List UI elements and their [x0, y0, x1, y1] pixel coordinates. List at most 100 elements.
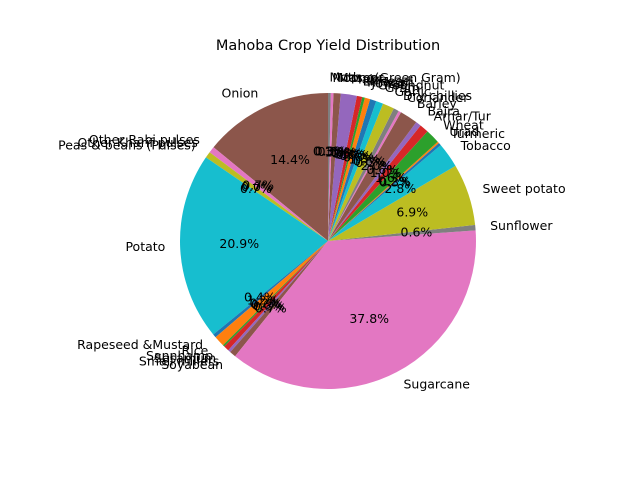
slice-percent-small-millets: 0.3% — [253, 299, 285, 314]
slice-percent-rapeseed-mustard: 0.4% — [244, 289, 276, 304]
slice-label-garlic: Garlic — [394, 84, 430, 99]
slice-percent-sunflower: 0.6% — [401, 224, 433, 239]
slice-percent-sesamum: 0.6% — [251, 297, 283, 312]
slice-percent-peas-beans-pulses: 0.7% — [240, 181, 272, 196]
slice-percent-moong-green-gram: 0.3% — [315, 144, 347, 159]
slice-linseed — [328, 95, 363, 241]
slice-percent-rice: 1.2% — [247, 293, 279, 308]
slice-label-dry-chillies: Dry chillies — [403, 88, 472, 103]
slice-urad — [328, 141, 439, 241]
pie-slices — [179, 93, 476, 390]
slice-label-sunflower: Sunflower — [490, 218, 553, 233]
slice-soyabean — [230, 241, 328, 357]
slice-percent-groundnut: 0.7% — [339, 148, 371, 163]
slice-label-sweet-potato: Sweet potato — [482, 181, 565, 196]
slice-masoor — [328, 93, 341, 241]
slice-percent-khesari: 0.3% — [333, 146, 365, 161]
slice-percent-other-rabi-pulses: 0.7% — [242, 178, 274, 193]
slice-label-moth: Moth — [329, 70, 360, 85]
slice-label-onion: Onion — [222, 85, 259, 100]
slice-label-small-millets: Small millets — [139, 354, 219, 369]
slice-sugarcane — [235, 230, 476, 390]
slice-label-gram: Gram — [385, 80, 420, 95]
slice-percent-masoor: 0.8% — [318, 144, 350, 159]
slice-label-maize: Maize — [351, 71, 387, 86]
slice-label-sesamum: Sesamum — [154, 351, 216, 366]
slice-turmeric — [328, 143, 441, 241]
slice-percent-garlic: 1.3% — [348, 151, 380, 166]
slice-label-potato: Potato — [125, 239, 165, 254]
slice-small-millets — [228, 241, 328, 353]
slice-wheat — [328, 131, 438, 241]
slice-label-other-kharif-pulses: Other Kharif pulses — [77, 135, 197, 150]
slice-tobacco — [328, 145, 456, 241]
slice-arhar-tur — [328, 125, 428, 241]
slice-label-jowar: Jowar — [370, 76, 406, 91]
slice-label-moong-green-gram: Moong(Green Gram) — [332, 70, 460, 85]
slice-moong-green-gram — [328, 93, 334, 242]
slice-percent-potato: 20.9% — [219, 236, 259, 251]
slice-label-sannhamp: Sannhamp — [146, 348, 213, 363]
slice-khesari — [328, 97, 365, 241]
slice-onion — [213, 93, 328, 241]
slice-label-soyabean: Soyabean — [161, 357, 223, 372]
slice-rapeseed-mustard — [213, 241, 328, 338]
slice-percent-turmeric: 0.3% — [379, 174, 411, 189]
slice-percent-sweet-potato: 6.9% — [396, 204, 428, 219]
slice-label-tobacco: Tobacco — [460, 138, 511, 153]
slice-percent-other-kharif-pulses: 0.0% — [241, 179, 273, 194]
slice-percent-sugarcane: 37.8% — [349, 311, 389, 326]
slice-label-khesari: Khesari — [367, 74, 414, 89]
slice-percent-barley: 2.0% — [361, 158, 393, 173]
slice-coriander — [328, 110, 402, 241]
slice-label-rapeseed-mustard: Rapeseed &Mustard — [77, 337, 203, 352]
slice-label-groundnut: Groundnut — [378, 77, 445, 92]
slice-percent-maize: 1.8% — [325, 145, 357, 160]
slice-percent-arhar-tur: 1.0% — [370, 165, 402, 180]
slice-sunflower — [328, 224, 476, 241]
slice-percent-linseed: 0.6% — [331, 146, 363, 161]
slice-label-other-rabi-pulses: Other Rabi pulses — [89, 132, 200, 147]
slice-label-barley: Barley — [417, 96, 458, 111]
slice-percent-onion: 14.4% — [270, 152, 310, 167]
slice-label-wheat: Wheat — [443, 117, 484, 132]
slice-percent-sannhamp: 0.2% — [249, 295, 281, 310]
pie-percent-labels: 14.4%0.7%0.0%0.7%20.9%0.4%1.2%0.2%0.6%0.… — [219, 144, 432, 326]
slice-percent-tobacco: 2.8% — [384, 181, 416, 196]
slice-label-peas-beans-pulses: Peas & beans (Pulses) — [58, 138, 196, 153]
slice-potato — [179, 157, 328, 335]
slice-label-coriander: Coriander — [407, 90, 469, 105]
slice-other-rabi-pulses — [209, 147, 328, 241]
slice-groundnut — [328, 99, 377, 242]
slice-barley — [328, 112, 417, 242]
slice-garlic — [328, 103, 394, 241]
slice-label-linseed: Linseed — [363, 73, 411, 88]
slice-label-masoor: Masoor — [338, 70, 384, 85]
slice-label-sugarcane: Sugarcane — [403, 377, 470, 392]
slice-percent-soyabean: 0.7% — [255, 300, 287, 315]
slice-bajra — [328, 122, 421, 241]
slice-label-bajra: Bajra — [427, 104, 460, 119]
slice-peas-beans-pulses — [205, 152, 328, 241]
slice-sannhamp — [222, 241, 328, 347]
slice-label-arhar-tur: Arhar/Tur — [434, 109, 492, 124]
slice-percent-gram: 0.8% — [343, 149, 375, 164]
slice-label-urad: Urad — [449, 124, 479, 139]
slice-percent-bajra: 0.6% — [366, 162, 398, 177]
chart-title: Mahoba Crop Yield Distribution — [216, 38, 440, 54]
slice-sweet-potato — [328, 165, 476, 241]
slice-percent-dry-chillies: 0.6% — [353, 154, 385, 169]
slice-percent-wheat: 1.6% — [375, 170, 407, 185]
slice-gram — [328, 101, 384, 241]
slice-percent-coriander: 0.3% — [355, 155, 387, 170]
slice-jowar — [328, 97, 371, 242]
slice-sesamum — [224, 241, 328, 351]
slice-percent-jowar: 0.6% — [336, 147, 368, 162]
slice-dry-chillies — [328, 108, 399, 241]
slice-rice — [215, 241, 328, 346]
slice-percent-urad: 0.2% — [378, 173, 410, 188]
slice-percent-moth: 0.3% — [313, 144, 345, 159]
slice-maize — [328, 93, 357, 241]
